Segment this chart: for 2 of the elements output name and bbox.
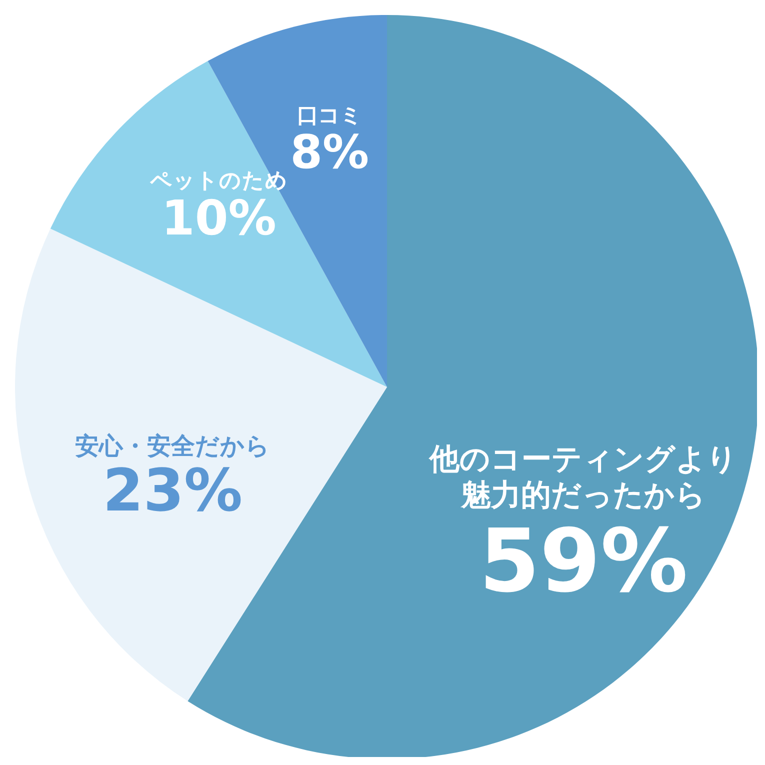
pie-slice (50, 61, 387, 387)
slice-label: 安心・安全だから (75, 432, 270, 460)
